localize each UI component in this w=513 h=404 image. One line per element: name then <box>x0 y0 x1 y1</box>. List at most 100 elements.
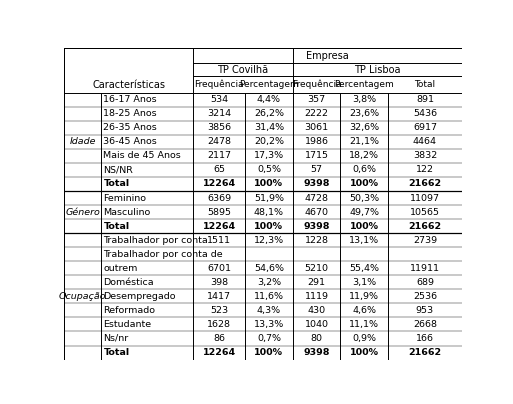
Text: 3061: 3061 <box>305 123 329 132</box>
Text: 291: 291 <box>308 278 326 287</box>
Text: Percentagem: Percentagem <box>239 80 299 89</box>
Text: 100%: 100% <box>350 222 379 231</box>
Text: 523: 523 <box>210 306 228 315</box>
Text: Desempregado: Desempregado <box>104 292 176 301</box>
Text: outrem: outrem <box>104 264 138 273</box>
Text: 122: 122 <box>416 165 434 175</box>
Text: 9398: 9398 <box>303 179 330 188</box>
Text: 3,8%: 3,8% <box>352 95 377 104</box>
Text: Total: Total <box>104 222 130 231</box>
Text: 21662: 21662 <box>408 222 442 231</box>
Text: Características: Características <box>92 80 165 90</box>
Text: 3,2%: 3,2% <box>257 278 281 287</box>
Text: 21,1%: 21,1% <box>349 137 379 146</box>
Text: Frequência: Frequência <box>292 80 341 89</box>
Text: 86: 86 <box>213 334 225 343</box>
Text: 1417: 1417 <box>207 292 231 301</box>
Text: 6917: 6917 <box>413 123 437 132</box>
Text: 48,1%: 48,1% <box>254 208 284 217</box>
Text: 2478: 2478 <box>207 137 231 146</box>
Text: 11097: 11097 <box>410 194 440 202</box>
Text: 2536: 2536 <box>413 292 437 301</box>
Text: Feminino: Feminino <box>104 194 147 202</box>
Text: Total: Total <box>104 179 130 188</box>
Text: 31,4%: 31,4% <box>254 123 284 132</box>
Text: Idade: Idade <box>69 137 96 146</box>
Text: 6369: 6369 <box>207 194 231 202</box>
Text: 4,3%: 4,3% <box>257 306 281 315</box>
Text: TP Covilhã: TP Covilhã <box>218 65 269 75</box>
Text: 166: 166 <box>416 334 434 343</box>
Text: NS/NR: NS/NR <box>104 165 133 175</box>
Text: 18,2%: 18,2% <box>349 152 379 160</box>
Text: 80: 80 <box>310 334 323 343</box>
Text: 5210: 5210 <box>305 264 329 273</box>
Text: 12264: 12264 <box>203 222 236 231</box>
Text: Empresa: Empresa <box>306 51 349 61</box>
Text: 2739: 2739 <box>413 236 437 245</box>
Text: 11,9%: 11,9% <box>349 292 379 301</box>
Text: Trabalhador por conta: Trabalhador por conta <box>104 236 208 245</box>
Text: 100%: 100% <box>254 222 283 231</box>
Text: 23,6%: 23,6% <box>349 109 379 118</box>
Text: 0,6%: 0,6% <box>352 165 377 175</box>
Text: 9398: 9398 <box>303 348 330 357</box>
Text: 13,3%: 13,3% <box>254 320 284 329</box>
Text: 12,3%: 12,3% <box>254 236 284 245</box>
Text: Total: Total <box>415 80 436 89</box>
Text: 21662: 21662 <box>408 179 442 188</box>
Text: 0,7%: 0,7% <box>257 334 281 343</box>
Text: 1511: 1511 <box>207 236 231 245</box>
Text: 11,6%: 11,6% <box>254 292 284 301</box>
Text: Mais de 45 Anos: Mais de 45 Anos <box>104 152 181 160</box>
Text: 357: 357 <box>307 95 326 104</box>
Text: Total: Total <box>104 348 130 357</box>
Text: 20,2%: 20,2% <box>254 137 284 146</box>
Text: 57: 57 <box>310 165 323 175</box>
Text: 6701: 6701 <box>207 264 231 273</box>
Text: 54,6%: 54,6% <box>254 264 284 273</box>
Text: 32,6%: 32,6% <box>349 123 379 132</box>
Text: 17,3%: 17,3% <box>254 152 284 160</box>
Text: Ocupação: Ocupação <box>59 292 106 301</box>
Text: 21662: 21662 <box>408 348 442 357</box>
Text: 49,7%: 49,7% <box>349 208 379 217</box>
Text: 100%: 100% <box>350 179 379 188</box>
Text: Estudante: Estudante <box>104 320 152 329</box>
Text: 398: 398 <box>210 278 228 287</box>
Text: 100%: 100% <box>254 179 283 188</box>
Text: 65: 65 <box>213 165 225 175</box>
Text: Ns/nr: Ns/nr <box>104 334 129 343</box>
Text: 51,9%: 51,9% <box>254 194 284 202</box>
Text: 26,2%: 26,2% <box>254 109 284 118</box>
Text: 55,4%: 55,4% <box>349 264 379 273</box>
Text: 1119: 1119 <box>305 292 329 301</box>
Text: 13,1%: 13,1% <box>349 236 379 245</box>
Text: 2668: 2668 <box>413 320 437 329</box>
Text: 9398: 9398 <box>303 222 330 231</box>
Text: 689: 689 <box>416 278 434 287</box>
Text: 0,5%: 0,5% <box>257 165 281 175</box>
Text: Reformado: Reformado <box>104 306 155 315</box>
Text: 3832: 3832 <box>413 152 437 160</box>
Text: 4,6%: 4,6% <box>352 306 377 315</box>
Text: 12264: 12264 <box>203 348 236 357</box>
Text: 11911: 11911 <box>410 264 440 273</box>
Text: 11,1%: 11,1% <box>349 320 379 329</box>
Text: Percentagem: Percentagem <box>334 80 394 89</box>
Text: 430: 430 <box>307 306 326 315</box>
Text: 36-45 Anos: 36-45 Anos <box>104 137 157 146</box>
Text: 10565: 10565 <box>410 208 440 217</box>
Text: 100%: 100% <box>350 348 379 357</box>
Text: 5436: 5436 <box>413 109 437 118</box>
Text: 3214: 3214 <box>207 109 231 118</box>
Text: 534: 534 <box>210 95 228 104</box>
Text: 1986: 1986 <box>305 137 329 146</box>
Text: 100%: 100% <box>254 348 283 357</box>
Text: 0,9%: 0,9% <box>352 334 377 343</box>
Text: 4,4%: 4,4% <box>257 95 281 104</box>
Text: Frequência: Frequência <box>194 80 244 89</box>
Text: Trabalhador por conta de: Trabalhador por conta de <box>104 250 223 259</box>
Text: 2117: 2117 <box>207 152 231 160</box>
Text: 1715: 1715 <box>305 152 329 160</box>
